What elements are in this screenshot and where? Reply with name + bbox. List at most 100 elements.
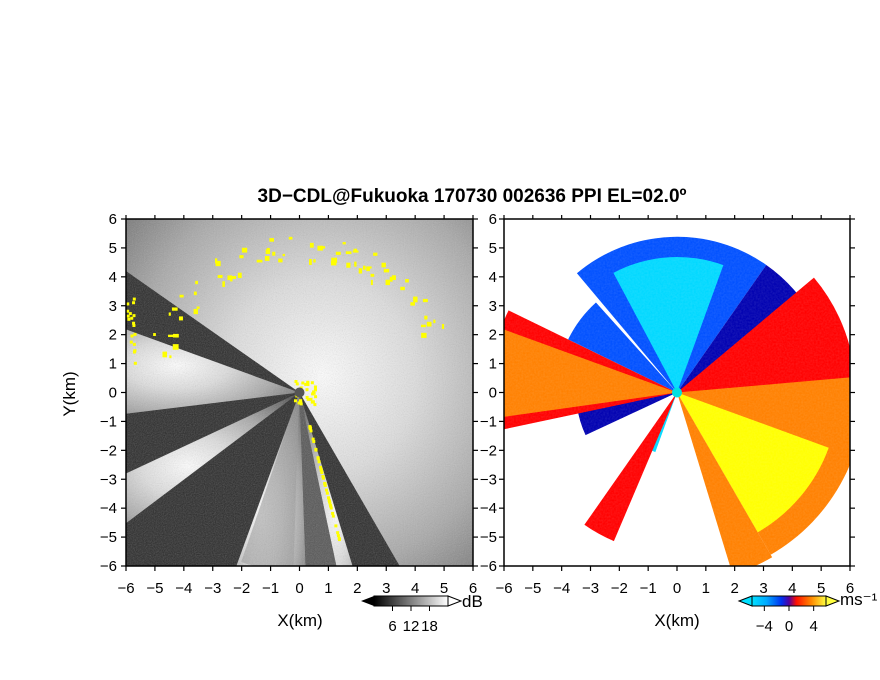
- y-tick-label: 2: [109, 327, 117, 344]
- left-highlight-mark: [309, 258, 312, 265]
- y-tick-label: −6: [480, 558, 497, 575]
- right-colorbar-bar: [751, 595, 827, 607]
- left-highlight-mark: [405, 279, 409, 283]
- left-highlight-mark: [325, 491, 329, 495]
- left-highlight-mark: [410, 302, 415, 306]
- left-colorbar-unit: dB: [462, 592, 483, 611]
- left-highlight-mark: [308, 426, 312, 430]
- left-highlight-mark: [214, 258, 218, 264]
- y-tick-label: 4: [489, 269, 497, 286]
- y-tick-label: −4: [100, 500, 117, 517]
- x-tick-label: 6: [846, 580, 854, 597]
- left-highlight-mark: [312, 391, 316, 395]
- left-highlight-mark: [128, 312, 132, 316]
- left-highlight-mark: [282, 253, 286, 257]
- left-highlight-mark: [346, 262, 351, 268]
- left-highlight-mark: [391, 275, 396, 281]
- left-highlight-mark: [130, 316, 134, 320]
- left-highlight-mark: [305, 388, 309, 392]
- x-tick-label: 5: [440, 580, 448, 597]
- x-tick-label: −4: [175, 580, 192, 597]
- left-highlight-mark: [169, 355, 172, 359]
- left-highlight-mark: [331, 511, 335, 515]
- left-highlight-mark: [133, 361, 137, 365]
- left-highlight-mark: [129, 340, 133, 344]
- left-highlight-mark: [241, 247, 248, 253]
- left-highlight-mark: [314, 395, 318, 399]
- colorbar-tick-label: 18: [421, 618, 438, 635]
- left-highlight-mark: [162, 351, 168, 358]
- left-highlight-mark: [306, 380, 310, 384]
- left-highlight-mark: [215, 260, 221, 267]
- left-colorbar-low-arrow: [361, 596, 374, 606]
- y-tick-label: 6: [489, 211, 497, 228]
- left-highlight-mark: [331, 514, 335, 518]
- left-highlight-mark: [413, 296, 418, 303]
- left-highlight-mark: [424, 315, 428, 320]
- x-tick-label: 4: [411, 580, 419, 597]
- x-tick-label: −6: [117, 580, 134, 597]
- left-highlight-mark: [311, 437, 315, 441]
- y-tick-label: 0: [109, 385, 117, 402]
- left-highlight-mark: [441, 323, 445, 329]
- right-colorbar-unit: ms⁻¹: [840, 590, 878, 609]
- left-highlight-mark: [337, 538, 341, 542]
- left-highlight-mark: [172, 344, 179, 350]
- left-highlight-mark: [331, 257, 338, 263]
- left-highlight-mark: [196, 306, 200, 309]
- right-colorbar-low-arrow: [737, 595, 753, 607]
- left-highlight-mark: [126, 302, 130, 306]
- left-highlight-mark: [373, 252, 378, 256]
- left-highlight-mark: [311, 392, 315, 396]
- left-highlight-mark: [132, 301, 136, 305]
- left-highlight-mark: [323, 483, 327, 487]
- right-radar-site: [672, 387, 682, 398]
- left-highlight-mark: [132, 350, 136, 354]
- left-panel: [126, 219, 473, 566]
- left-highlight-mark: [193, 308, 198, 315]
- left-highlight-mark: [313, 259, 316, 263]
- right-colorbar-ticks: −4 0 4: [756, 606, 818, 635]
- right-colorbar-high-arrow: [825, 595, 841, 607]
- left-highlight-mark: [370, 279, 373, 286]
- left-highlight-mark: [336, 534, 340, 538]
- colorbar-tick-label: 0: [785, 618, 793, 635]
- left-highlight-mark: [358, 268, 363, 274]
- y-tick-label: 3: [109, 298, 117, 315]
- left-highlight-mark: [299, 399, 303, 403]
- x-tick-label: 5: [817, 580, 825, 597]
- x-tick-label: −1: [262, 580, 279, 597]
- left-highlight-mark: [370, 273, 375, 277]
- left-highlight-mark: [272, 251, 276, 256]
- left-highlight-mark: [383, 268, 390, 273]
- left-colorbar-bar: [373, 595, 449, 607]
- y-axis-title: Y(km): [60, 371, 79, 416]
- left-highlight-mark: [172, 333, 179, 338]
- left-highlight-mark: [381, 262, 386, 268]
- x-tick-label: 2: [730, 580, 738, 597]
- y-tick-label: −4: [480, 500, 497, 517]
- left-highlight-mark: [130, 334, 134, 338]
- left-highlight-mark: [132, 321, 136, 325]
- left-highlight-mark: [319, 465, 323, 469]
- left-highlight-mark: [309, 242, 314, 248]
- left-highlight-mark: [324, 488, 328, 492]
- left-highlight-mark: [308, 425, 312, 429]
- x-tick-label: 0: [673, 580, 681, 597]
- y-tick-label: 3: [489, 298, 497, 315]
- x-tick-label: −4: [553, 580, 570, 597]
- left-highlight-mark: [193, 291, 197, 296]
- left-highlight-mark: [293, 399, 297, 403]
- left-highlight-mark: [313, 385, 317, 389]
- left-highlight-mark: [222, 281, 225, 287]
- x-tick-label: −2: [611, 580, 628, 597]
- axis-ticks: [121, 215, 855, 571]
- left-highlight-mark: [433, 319, 436, 324]
- left-highlight-mark: [239, 255, 244, 259]
- left-highlight-mark: [313, 403, 317, 407]
- colorbar-tick-label: 4: [809, 618, 817, 635]
- left-highlight-mark: [310, 381, 314, 385]
- chart-title: 3D−CDL@Fukuoka 170730 002636 PPI EL=02.0…: [257, 186, 687, 207]
- y-tick-label: 0: [489, 385, 497, 402]
